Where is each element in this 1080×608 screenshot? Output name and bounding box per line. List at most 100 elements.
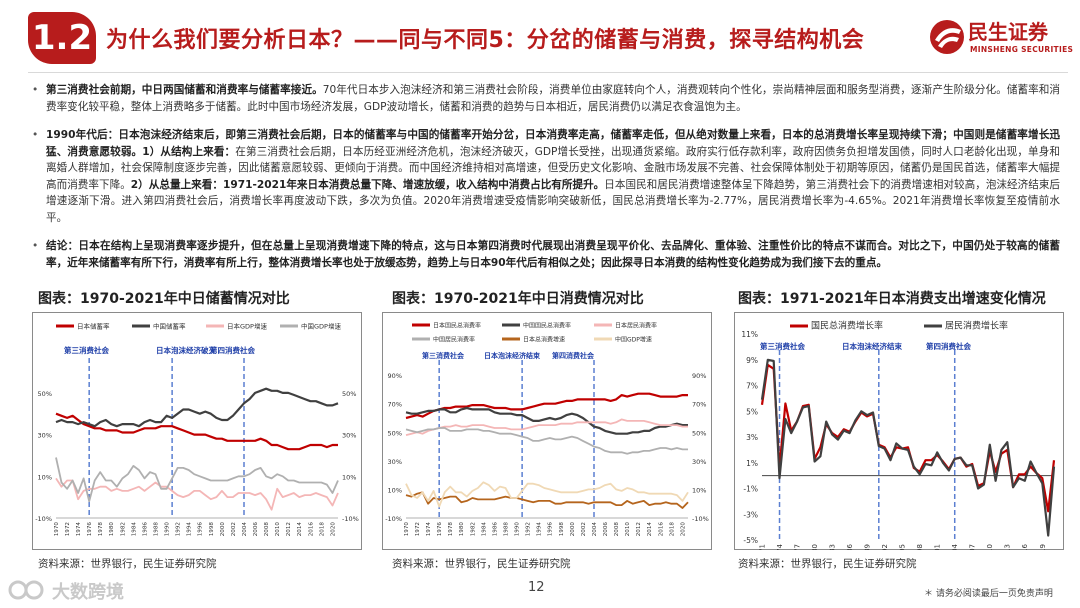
bullet-2: • 1990年代后：日本泡沫经济结束后，即第三消费社会后期，日本的储蓄率与中国的… xyxy=(32,127,1060,226)
x-tick-label: 1986 xyxy=(492,522,498,537)
x-tick-label: 1984 xyxy=(131,522,137,537)
legend-label: 日本国民总消费率 xyxy=(433,322,481,330)
y-tick-label: 50% xyxy=(38,390,52,398)
series-line-2 xyxy=(55,387,339,428)
watermark-text: 大数跨境 xyxy=(52,582,124,603)
x-tick-label: 1988 xyxy=(153,522,159,537)
y-tick-label-right: 70% xyxy=(692,401,706,409)
chart-2-title: 图表：1970-2021年中日消费情况对比 xyxy=(392,291,644,307)
x-tick-label: 1974 xyxy=(426,522,432,537)
bullet-1: • 第三消费社会前期，中日两国储蓄和消费率与储蓄率接近。70年代日本步入泡沫经济… xyxy=(32,82,1060,115)
x-tick-label: 2018 xyxy=(669,522,675,537)
x-tick-label: 2008 xyxy=(614,522,620,537)
x-tick-label: 1972 xyxy=(415,522,421,536)
y-tick-label-right: 10% xyxy=(342,473,356,481)
x-tick-label: 1990 xyxy=(515,522,521,537)
x-tick-label: 2008 xyxy=(264,522,270,537)
x-tick-label: 2004 xyxy=(592,522,598,537)
x-tick-label: 2010 xyxy=(275,522,281,537)
x-tick-label: 2013 xyxy=(1004,544,1012,550)
bullet-dot-icon: • xyxy=(32,84,39,96)
series-line-1 xyxy=(405,392,688,420)
company-logo: 民生证券 MINSHENG SECURITIES xyxy=(928,14,1073,60)
legend-label: 中国GDP增速 xyxy=(615,336,652,344)
x-tick-label: 1974 xyxy=(76,522,82,537)
x-tick-label: 1974 xyxy=(776,543,784,550)
era-annotation: 第三消费社会 xyxy=(760,341,805,351)
x-tick-label: 1982 xyxy=(470,522,476,536)
y-tick-label: 11% xyxy=(741,330,758,339)
x-tick-label: 1982 xyxy=(120,522,126,536)
x-tick-label: 2010 xyxy=(986,544,994,550)
page-title: 为什么我们要分析日本？——同与不同5：分岔的储蓄与消费，探寻结构机会 xyxy=(106,28,865,53)
y-tick-label: -3% xyxy=(743,510,758,519)
y-tick-label-right: 30% xyxy=(692,458,706,466)
y-tick-label: 10% xyxy=(388,486,402,494)
chart-frame xyxy=(32,312,362,550)
y-tick-label-right: 30% xyxy=(342,432,356,440)
x-tick-label: 2006 xyxy=(603,522,609,537)
x-tick-label: 1971 xyxy=(758,544,766,550)
legend-label: 中国国民总消费率 xyxy=(523,322,571,330)
chart-frame xyxy=(382,312,712,550)
x-tick-label: 1988 xyxy=(503,522,509,537)
x-tick-label: 2016 xyxy=(658,522,664,537)
x-tick-label: 1994 xyxy=(537,522,543,537)
x-tick-label: 2016 xyxy=(1021,543,1029,550)
x-tick-label: 2001 xyxy=(934,544,942,550)
bullet-3: • 结论：日本在结构上呈现消费率逐步提升，但在总量上呈现消费增速下降的特点，这与… xyxy=(32,238,1060,271)
x-tick-label: 2018 xyxy=(319,522,325,537)
x-tick-label: 2010 xyxy=(625,522,631,537)
logo-mark-icon xyxy=(930,20,964,54)
series-line-3 xyxy=(405,418,688,436)
x-tick-label: 2007 xyxy=(969,544,977,550)
y-tick-label-right: 90% xyxy=(692,372,706,380)
x-tick-label: 1970 xyxy=(404,522,410,537)
x-tick-label: 1992 xyxy=(176,522,182,536)
y-tick-label: -10% xyxy=(385,515,402,523)
x-tick-label: 1978 xyxy=(98,522,104,537)
chart-1-savings: -10% -10% 10% 10% 30% 30% 50% 50% 1970 1972 1974 19… xyxy=(32,312,362,550)
chart-3-growth: -5% -3% -1% 1% 3% 5% 7% 9% 11% 1971 1974 1977 1980 19… xyxy=(734,312,1064,550)
y-tick-label-right: 50% xyxy=(692,429,706,437)
era-annotation: 第三消费社会 xyxy=(422,351,465,360)
y-tick-label: 90% xyxy=(388,372,402,380)
bullet-1-bold: 第三消费社会前期，中日两国储蓄和消费率与储蓄率接近。 xyxy=(46,84,323,96)
era-annotation: 日本泡沫经济结束 xyxy=(484,351,541,360)
series-line-4 xyxy=(405,427,688,455)
x-tick-label: 2016 xyxy=(308,522,314,537)
x-tick-label: 2020 xyxy=(680,522,686,537)
x-tick-label: 1980 xyxy=(459,522,465,537)
x-tick-label: 2006 xyxy=(253,522,259,537)
x-tick-label: 2020 xyxy=(330,522,336,537)
y-tick-label: -5% xyxy=(743,536,758,545)
series-line-2 xyxy=(405,406,688,435)
series-line-4 xyxy=(55,457,339,503)
x-tick-label: 1984 xyxy=(481,522,487,537)
era-annotation: 第四消费社会 xyxy=(926,341,971,351)
bullet-2-bold2: 2）从总量上来看：1971-2021年来日本消费总量下降、增速放缓，收入结构中消… xyxy=(130,178,605,191)
x-tick-label: 1994 xyxy=(187,522,193,537)
x-tick-label: 1995 xyxy=(899,544,907,550)
era-annotation: 日本泡沫经济结束 xyxy=(842,341,902,351)
legend-label: 中国居民消费率 xyxy=(433,336,475,344)
legend-label: 日本GDP增速 xyxy=(227,322,267,331)
y-tick-label-right: 50% xyxy=(342,390,356,398)
legend-label: 中国GDP增速 xyxy=(301,322,341,331)
x-tick-label: 1992 xyxy=(526,522,532,536)
x-tick-label: 1972 xyxy=(65,522,71,536)
x-tick-label: 1976 xyxy=(87,522,93,537)
x-tick-label: 1998 xyxy=(916,544,924,550)
y-tick-label: 70% xyxy=(388,401,402,409)
logo-text-en: MINSHENG SECURITIES xyxy=(970,45,1074,54)
chart-3-title: 图表：1971-2021年日本消费支出增速变化情况 xyxy=(738,291,1046,307)
chart-1-title: 图表：1970-2021年中日储蓄情况对比 xyxy=(38,291,290,307)
x-tick-label: 2002 xyxy=(581,522,587,536)
legend-label: 中国储蓄率 xyxy=(153,322,186,331)
header-divider xyxy=(28,72,1068,73)
x-tick-label: 1992 xyxy=(881,544,889,550)
series-line-2 xyxy=(760,358,1056,537)
x-tick-label: 2004 xyxy=(951,543,959,550)
x-tick-label: 1980 xyxy=(109,522,115,537)
y-tick-label: 7% xyxy=(746,382,758,391)
